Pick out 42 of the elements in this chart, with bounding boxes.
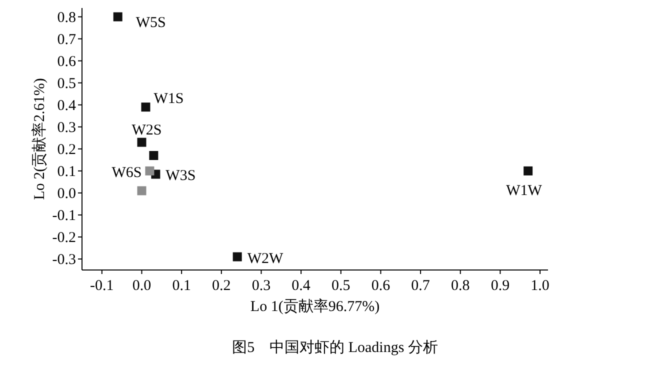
point	[113, 12, 122, 22]
point	[149, 151, 158, 160]
y-axis-title: Lo 2(贡献率2.61%)	[31, 78, 48, 200]
x-tick-label: 0.1	[172, 278, 191, 294]
x-tick-label: 0.3	[252, 278, 271, 294]
y-tick-label: -0.2	[52, 230, 76, 246]
y-tick-label: 0.5	[57, 76, 76, 92]
x-tick-label: -0.1	[90, 278, 114, 294]
x-axis-title: Lo 1(贡献率96.77%)	[250, 298, 380, 315]
x-tick-label: 0.8	[451, 278, 470, 294]
y-tick-label: 0.3	[57, 120, 76, 136]
x-tick-label: 0.2	[212, 278, 231, 294]
annotation: W3S	[166, 168, 196, 184]
y-tick-label: 0.2	[57, 142, 76, 158]
annotation: W6S	[112, 164, 142, 181]
x-tick-label: 0.4	[292, 278, 311, 294]
point	[145, 166, 154, 176]
y-tick-label: 0.6	[57, 54, 76, 70]
annotation: W2W	[247, 250, 284, 267]
annotation: W2S	[132, 122, 162, 138]
text: 图5 中国对虾的 Loadings 分析	[232, 339, 438, 356]
y-tick-label: 0.8	[57, 10, 76, 26]
x-tick-label: 0.5	[332, 278, 350, 294]
annotation: W1W	[506, 182, 543, 199]
x-tick-label: 1.0	[530, 278, 550, 294]
point	[232, 252, 242, 262]
x-tick-label: 0.6	[371, 278, 391, 294]
y-tick-label: 0.4	[57, 98, 76, 114]
point	[137, 186, 146, 196]
point	[524, 166, 533, 176]
y-tick-label: 0.1	[57, 164, 76, 180]
x-tick-label: 0.7	[411, 278, 430, 294]
y-tick-label: -0.1	[52, 208, 76, 224]
annotation: W5S	[136, 14, 166, 31]
y-tick-label: 0.7	[57, 32, 76, 48]
y-tick-label: 0.0	[57, 186, 76, 202]
x-tick-label: 0.9	[490, 278, 510, 294]
point	[141, 102, 150, 112]
y-tick-label: -0.3	[52, 252, 76, 268]
point	[137, 138, 146, 147]
annotation: W1S	[154, 91, 184, 108]
x-tick-label: 0.0	[132, 278, 152, 294]
